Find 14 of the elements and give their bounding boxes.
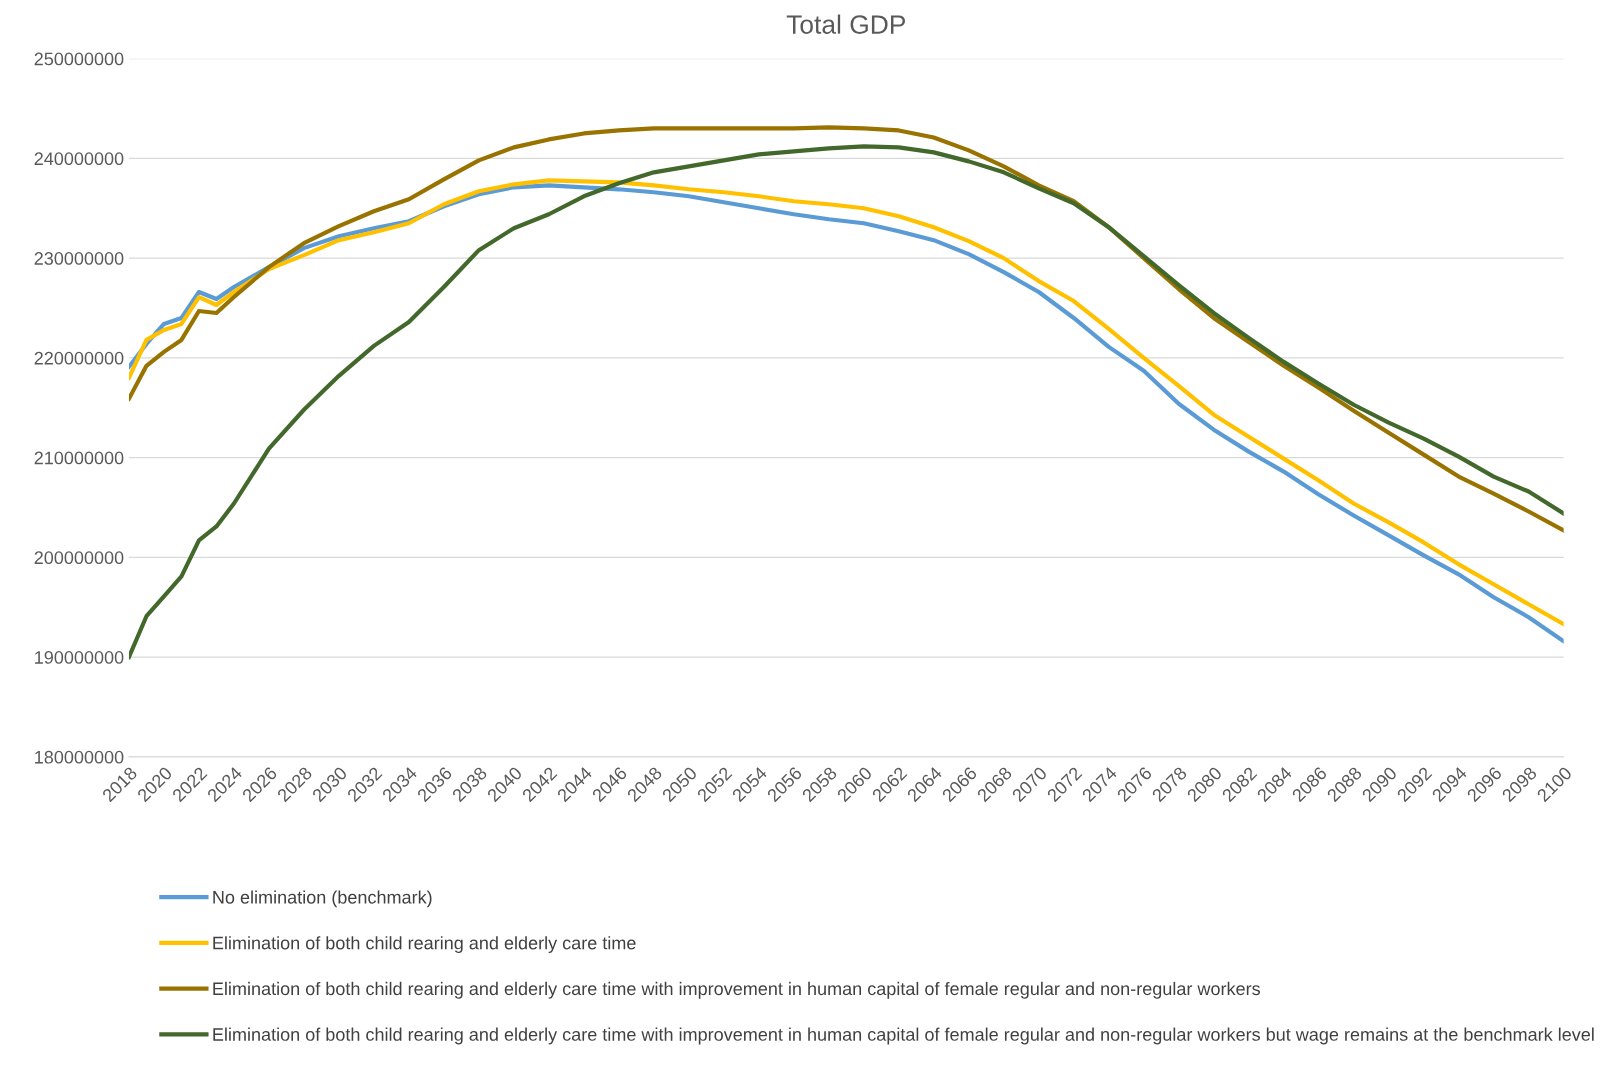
legend-label: Elimination of both child rearing and elderly care time — [213, 936, 636, 953]
chart-title: Total GDP — [786, 14, 906, 34]
line-series — [128, 125, 1564, 533]
legend-label: No elimination (benchmark) — [213, 890, 432, 908]
y-tick-label: 210000000 — [34, 451, 124, 465]
y-tick-label: 230000000 — [34, 252, 124, 265]
y-tick-label: 240000000 — [34, 152, 124, 166]
y-tick-label: 190000000 — [35, 651, 124, 664]
legend-label: Elimination of both child rearing and elderly care time with improvement in human capital of female regular and non-regular workers — [213, 981, 1260, 999]
legend-label: Elimination of both child rearing and elderly care time with improvement in human capital of female regular and non-regular workers but wage remains at the benchmark level — [213, 1027, 1594, 1045]
y-tick-label: 200000000 — [34, 551, 124, 565]
y-tick-label: 250000000 — [34, 52, 124, 66]
y-tick-label: 220000000 — [34, 351, 124, 365]
y-tick-label: 180000000 — [35, 750, 124, 764]
